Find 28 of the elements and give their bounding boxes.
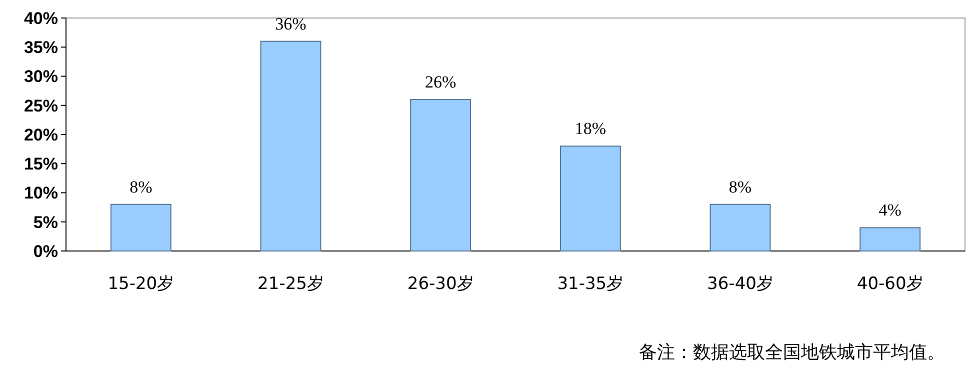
bar [410, 99, 472, 252]
data-label: 18% [574, 119, 606, 138]
data-label: 26% [424, 72, 456, 92]
y-tick-label: 25% [24, 96, 58, 116]
bar [560, 146, 621, 252]
x-tick-label: 15-20岁 [108, 274, 174, 294]
data-label: 8% [728, 177, 752, 196]
bar [710, 204, 771, 252]
text: 备注：数据选取全国地铁城市平均值。 [639, 342, 945, 363]
y-tick-label: 15% [24, 154, 58, 174]
y-tick-label: 0% [33, 242, 58, 261]
data-label: 36% [275, 14, 306, 34]
y-tick-label: 10% [24, 184, 58, 203]
y-tick-label: 5% [33, 212, 58, 232]
y-tick-label: 35% [24, 38, 58, 58]
bar [110, 204, 172, 252]
bar [260, 40, 322, 252]
x-tick-label: 26-30岁 [407, 274, 474, 294]
y-tick-label: 20% [24, 125, 58, 144]
x-tick-label: 40-60岁 [856, 274, 924, 294]
y-tick-label: 40% [24, 8, 58, 28]
x-tick-label: 36-40岁 [707, 274, 774, 294]
x-tick-label: 21-25岁 [258, 274, 324, 294]
bar [860, 227, 921, 252]
data-label: 8% [130, 177, 152, 196]
y-tick-label: 30% [24, 67, 58, 86]
data-label: 4% [878, 200, 902, 220]
x-tick-label: 31-35岁 [557, 274, 624, 294]
